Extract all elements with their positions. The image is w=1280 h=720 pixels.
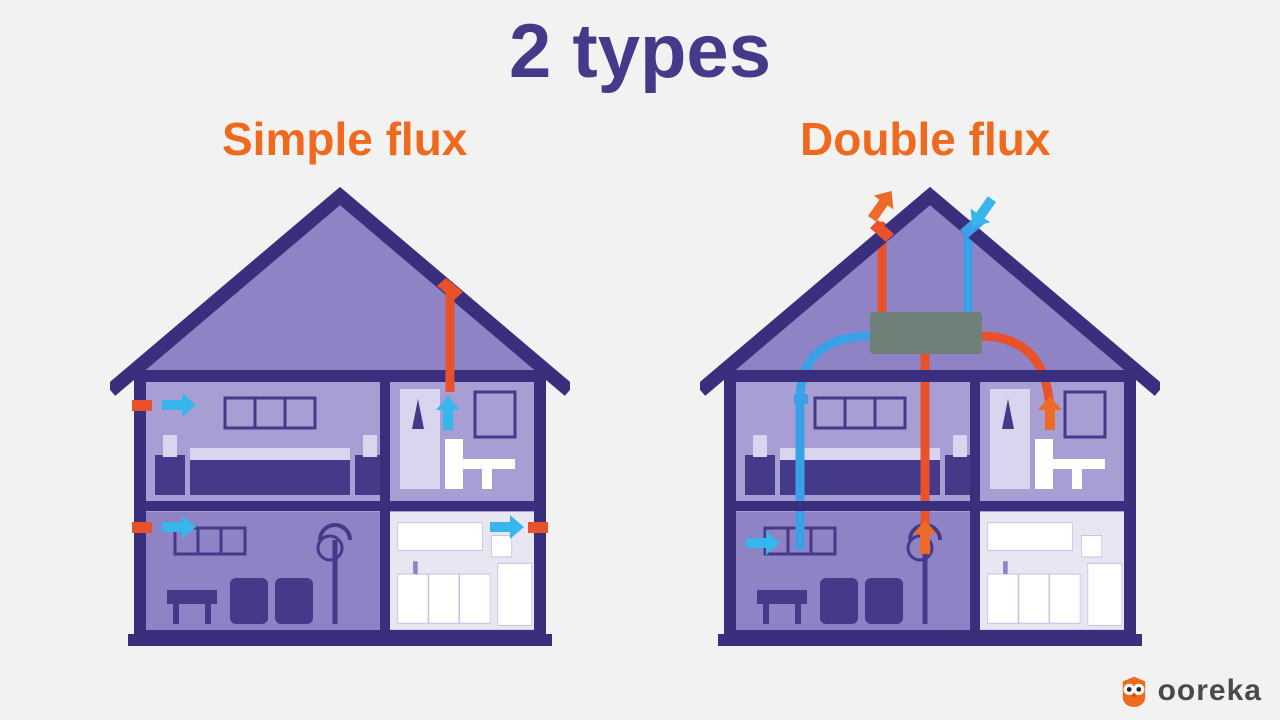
subtitle-double-flux: Double flux	[800, 112, 1050, 166]
heat-exchanger	[870, 312, 982, 354]
subtitle-simple-flux: Simple flux	[222, 112, 467, 166]
owl-icon	[1118, 675, 1150, 707]
wall-vent	[528, 522, 548, 533]
brand-logo: ooreka	[1118, 674, 1262, 708]
main-title: 2 types	[509, 8, 771, 95]
brand-name: ooreka	[1158, 674, 1262, 708]
wall-vent	[132, 400, 152, 411]
house-simple-flux	[110, 186, 570, 666]
wall-vent	[132, 522, 152, 533]
house-double-flux	[700, 186, 1160, 666]
